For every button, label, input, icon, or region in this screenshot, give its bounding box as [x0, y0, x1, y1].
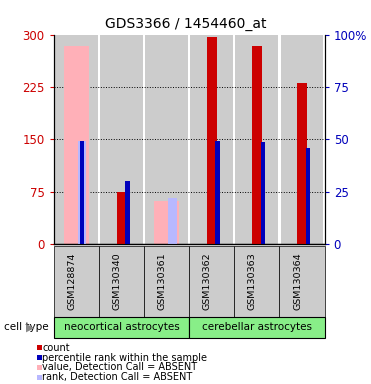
Bar [80, 141, 85, 244]
Bar [216, 141, 220, 244]
Bar [64, 46, 89, 244]
Bar [280, 35, 324, 244]
Text: GSM128874: GSM128874 [68, 253, 76, 310]
Bar [260, 142, 265, 244]
Text: cell type: cell type [4, 322, 48, 333]
Bar [190, 35, 233, 244]
Bar [145, 35, 188, 244]
Bar [236, 35, 278, 244]
Text: GDS3366 / 1454460_at: GDS3366 / 1454460_at [105, 17, 266, 31]
Bar [297, 83, 307, 244]
Bar [207, 36, 217, 244]
Text: neocortical astrocytes: neocortical astrocytes [64, 322, 179, 333]
Bar [154, 200, 179, 244]
Text: value, Detection Call = ABSENT: value, Detection Call = ABSENT [42, 362, 198, 372]
Bar [168, 199, 177, 244]
Bar [116, 192, 127, 244]
Text: rank, Detection Call = ABSENT: rank, Detection Call = ABSENT [42, 372, 193, 382]
Text: ▶: ▶ [26, 322, 35, 333]
Text: cerebellar astrocytes: cerebellar astrocytes [202, 322, 312, 333]
Text: percentile rank within the sample: percentile rank within the sample [42, 353, 207, 362]
Bar [78, 141, 86, 244]
Text: GSM130362: GSM130362 [203, 252, 212, 310]
Text: GSM130363: GSM130363 [248, 252, 257, 310]
Bar [100, 35, 143, 244]
Bar [125, 181, 129, 244]
Bar [55, 35, 98, 244]
Text: count: count [42, 343, 70, 353]
Text: GSM130361: GSM130361 [158, 252, 167, 310]
Bar [306, 147, 310, 244]
Text: GSM130364: GSM130364 [293, 252, 302, 310]
Text: GSM130340: GSM130340 [112, 252, 122, 310]
Bar [252, 46, 262, 244]
